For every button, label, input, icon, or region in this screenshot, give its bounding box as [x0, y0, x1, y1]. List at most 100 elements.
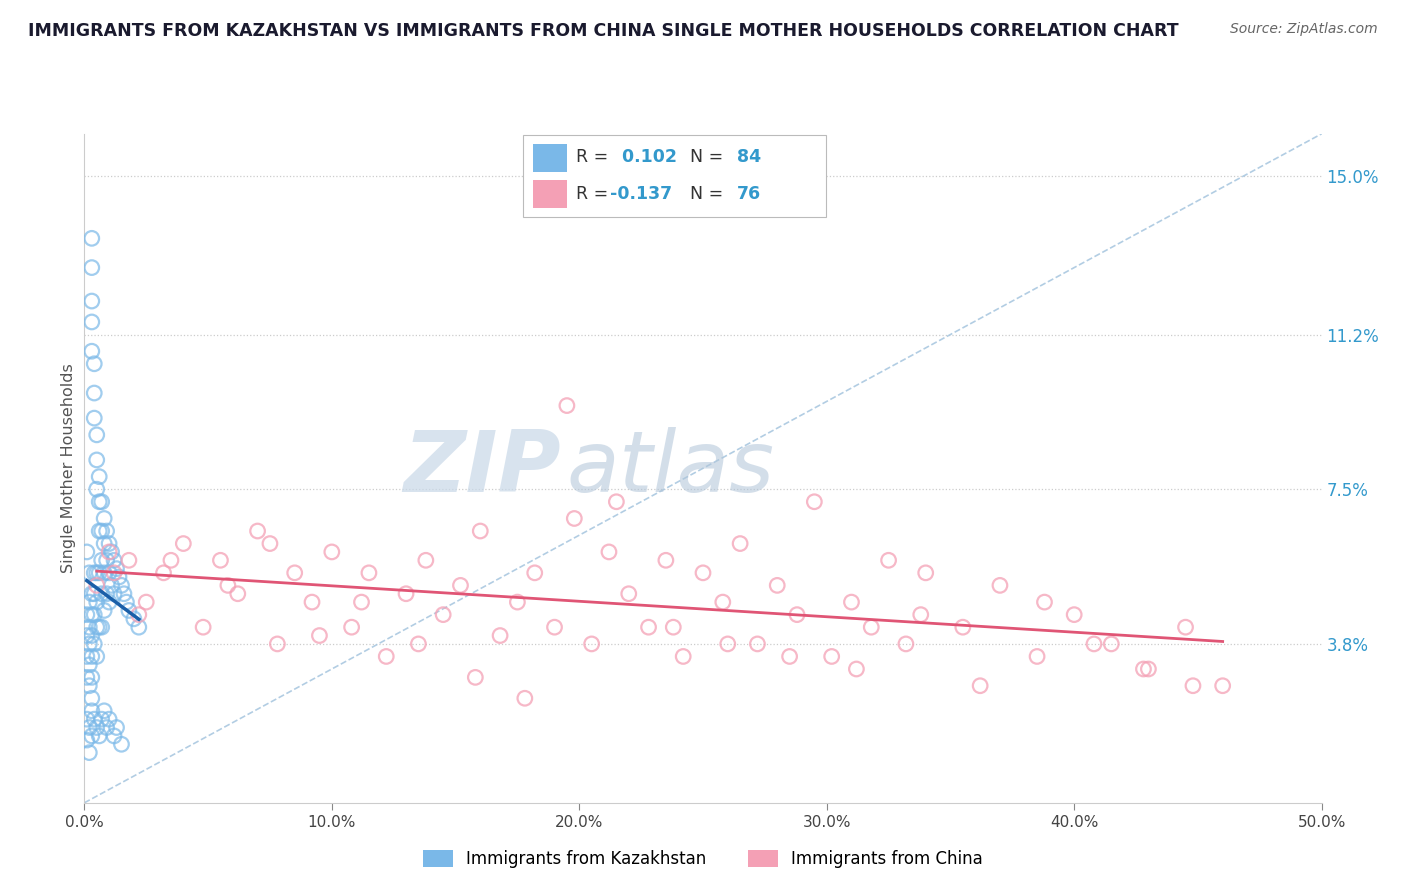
- Point: [76, 670, 98, 684]
- Point: [110, 578, 132, 592]
- Point: [90, 620, 112, 634]
- Point: [598, 545, 620, 559]
- Point: [1137, 662, 1160, 676]
- Point: [160, 553, 183, 567]
- Point: [415, 553, 437, 567]
- Text: 84: 84: [737, 148, 761, 166]
- Point: [76, 607, 98, 622]
- Point: [100, 578, 122, 592]
- Bar: [533, 144, 567, 172]
- Point: [910, 607, 932, 622]
- Point: [80, 649, 103, 664]
- Point: [83, 566, 105, 580]
- Point: [581, 637, 603, 651]
- Point: [83, 607, 105, 622]
- Point: [90, 553, 112, 567]
- Point: [79, 679, 101, 693]
- Point: [98, 545, 121, 559]
- Point: [89, 469, 111, 483]
- Point: [80, 670, 103, 684]
- Point: [90, 495, 112, 509]
- FancyBboxPatch shape: [523, 136, 827, 217]
- Point: [93, 603, 115, 617]
- Point: [605, 495, 627, 509]
- Point: [80, 628, 103, 642]
- Point: [513, 691, 536, 706]
- Text: N =: N =: [690, 186, 730, 203]
- Point: [100, 545, 122, 559]
- Point: [1033, 595, 1056, 609]
- Point: [1212, 679, 1234, 693]
- Point: [464, 670, 486, 684]
- Point: [83, 386, 105, 401]
- Point: [1083, 637, 1105, 651]
- Point: [988, 578, 1011, 592]
- Point: [118, 553, 141, 567]
- Legend: Immigrants from Kazakhstan, Immigrants from China: Immigrants from Kazakhstan, Immigrants f…: [416, 843, 990, 875]
- Point: [86, 453, 108, 467]
- Point: [489, 628, 512, 642]
- Point: [96, 721, 118, 735]
- Point: [105, 562, 128, 576]
- Point: [90, 712, 112, 726]
- Point: [637, 620, 659, 634]
- Point: [728, 536, 751, 550]
- Point: [79, 721, 101, 735]
- Point: [209, 553, 232, 567]
- Point: [1181, 679, 1204, 693]
- Point: [395, 587, 418, 601]
- Point: [89, 524, 111, 538]
- Point: [93, 566, 115, 580]
- Point: [86, 649, 108, 664]
- Point: [83, 712, 105, 726]
- Point: [1099, 637, 1122, 651]
- Text: ZIP: ZIP: [404, 426, 561, 510]
- Point: [86, 620, 108, 634]
- Point: [98, 595, 121, 609]
- Point: [105, 721, 128, 735]
- Point: [93, 704, 115, 718]
- Bar: [533, 180, 567, 209]
- Point: [79, 566, 101, 580]
- Point: [89, 729, 111, 743]
- Point: [266, 637, 288, 651]
- Point: [259, 536, 281, 550]
- Point: [375, 649, 398, 664]
- Point: [83, 587, 105, 601]
- Point: [76, 545, 98, 559]
- Point: [86, 578, 108, 592]
- Point: [80, 344, 103, 359]
- Point: [506, 595, 529, 609]
- Point: [543, 620, 565, 634]
- Point: [93, 536, 115, 550]
- Point: [766, 578, 789, 592]
- Point: [1063, 607, 1085, 622]
- Point: [86, 428, 108, 442]
- Point: [914, 566, 936, 580]
- Point: [877, 553, 900, 567]
- Point: [672, 649, 695, 664]
- Point: [860, 620, 883, 634]
- Text: Source: ZipAtlas.com: Source: ZipAtlas.com: [1230, 22, 1378, 37]
- Point: [408, 637, 430, 651]
- Point: [786, 607, 808, 622]
- Point: [103, 587, 125, 601]
- Point: [112, 587, 135, 601]
- Point: [562, 511, 585, 525]
- Point: [803, 495, 825, 509]
- Point: [845, 662, 868, 676]
- Point: [284, 566, 307, 580]
- Point: [80, 294, 103, 309]
- Point: [86, 595, 108, 609]
- Point: [80, 691, 103, 706]
- Point: [90, 587, 112, 601]
- Text: R =: R =: [576, 186, 613, 203]
- Point: [80, 231, 103, 245]
- Point: [952, 620, 974, 634]
- Point: [555, 399, 578, 413]
- Point: [217, 578, 239, 592]
- Point: [98, 712, 121, 726]
- Point: [841, 595, 863, 609]
- Point: [80, 315, 103, 329]
- Point: [1026, 649, 1049, 664]
